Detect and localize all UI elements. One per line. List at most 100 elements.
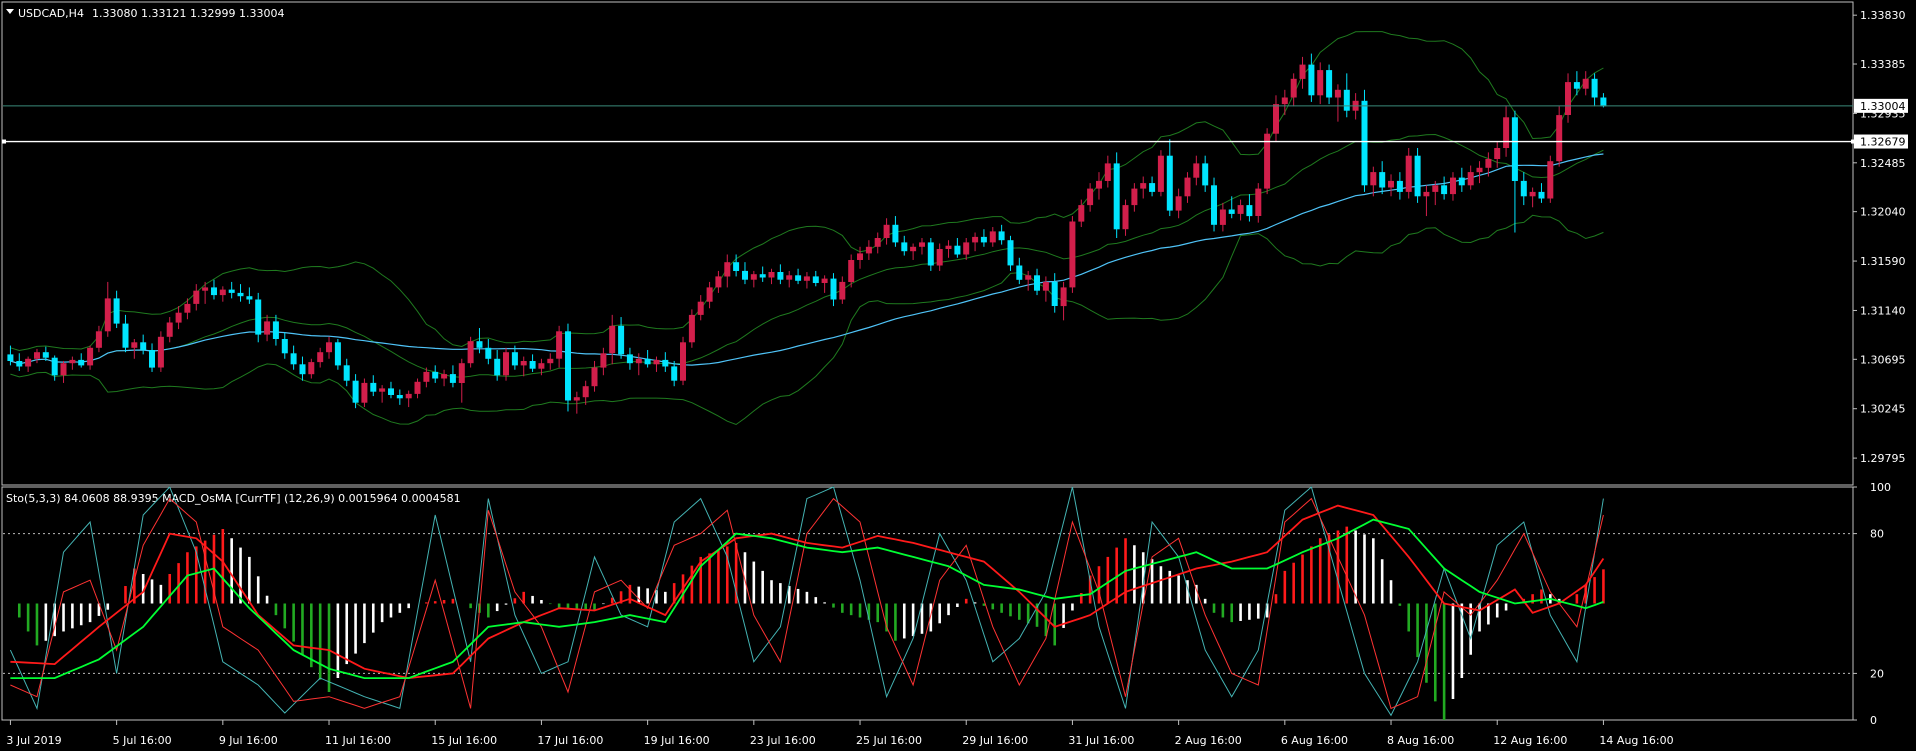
- candle[interactable]: [184, 298, 191, 320]
- candle[interactable]: [485, 339, 492, 365]
- candle[interactable]: [1538, 183, 1545, 203]
- candle[interactable]: [715, 270, 722, 293]
- candle[interactable]: [1025, 270, 1032, 291]
- candle[interactable]: [458, 358, 465, 403]
- candle[interactable]: [175, 306, 182, 330]
- candle[interactable]: [538, 358, 545, 376]
- candle[interactable]: [786, 270, 793, 288]
- candle[interactable]: [317, 347, 324, 368]
- candle[interactable]: [1264, 128, 1271, 195]
- candle[interactable]: [290, 345, 297, 370]
- candle[interactable]: [1273, 95, 1279, 142]
- candle[interactable]: [980, 229, 987, 247]
- candles[interactable]: [7, 53, 1607, 414]
- candle[interactable]: [104, 281, 111, 337]
- candle[interactable]: [591, 360, 598, 392]
- candle[interactable]: [874, 232, 881, 254]
- candle[interactable]: [671, 360, 678, 387]
- candle[interactable]: [680, 336, 686, 386]
- candle[interactable]: [370, 375, 377, 397]
- candle[interactable]: [1432, 180, 1439, 206]
- candle[interactable]: [1255, 183, 1262, 223]
- candle[interactable]: [1565, 73, 1571, 123]
- candle[interactable]: [343, 358, 350, 387]
- candle[interactable]: [299, 356, 306, 381]
- candle[interactable]: [1334, 84, 1341, 122]
- candle[interactable]: [237, 284, 244, 302]
- candle[interactable]: [1175, 188, 1182, 219]
- candle[interactable]: [34, 348, 40, 364]
- candle[interactable]: [1458, 167, 1465, 192]
- candle[interactable]: [1476, 161, 1483, 184]
- candle[interactable]: [1299, 56, 1306, 89]
- candle[interactable]: [1246, 194, 1253, 222]
- candle[interactable]: [1193, 155, 1200, 186]
- level-line-handle-left[interactable]: [2, 139, 6, 144]
- candle[interactable]: [1556, 106, 1563, 167]
- candle[interactable]: [87, 345, 94, 370]
- candle[interactable]: [1485, 152, 1492, 177]
- candle[interactable]: [1503, 106, 1510, 157]
- candle[interactable]: [51, 355, 58, 381]
- candle[interactable]: [1140, 176, 1147, 199]
- candle[interactable]: [1007, 235, 1014, 271]
- candle[interactable]: [264, 314, 271, 342]
- candle[interactable]: [724, 254, 731, 288]
- candle[interactable]: [1582, 71, 1589, 96]
- oscillator-pane[interactable]: Sto(5,3,3) 84.0608 88.9395 MACD_OsMA [Cu…: [1, 481, 1891, 727]
- candle[interactable]: [750, 270, 757, 288]
- candle[interactable]: [1388, 174, 1394, 197]
- candle[interactable]: [618, 317, 625, 359]
- candle[interactable]: [963, 238, 970, 260]
- candle[interactable]: [1087, 183, 1094, 212]
- candle[interactable]: [405, 390, 412, 408]
- candle[interactable]: [520, 356, 527, 377]
- candle[interactable]: [1494, 141, 1501, 168]
- candle[interactable]: [1370, 166, 1377, 197]
- candle[interactable]: [228, 281, 235, 299]
- candle[interactable]: [1149, 176, 1156, 197]
- candle[interactable]: [467, 336, 474, 368]
- candle[interactable]: [1441, 176, 1448, 200]
- candle[interactable]: [927, 238, 934, 271]
- candle[interactable]: [334, 339, 341, 370]
- candle[interactable]: [1600, 93, 1607, 108]
- candle[interactable]: [16, 353, 23, 371]
- candle[interactable]: [60, 360, 67, 383]
- candle[interactable]: [157, 331, 164, 372]
- candle[interactable]: [414, 378, 421, 399]
- candle[interactable]: [281, 332, 288, 359]
- candle[interactable]: [1104, 155, 1111, 188]
- candle[interactable]: [910, 243, 917, 260]
- candle[interactable]: [7, 345, 14, 366]
- candle[interactable]: [511, 345, 518, 370]
- candle[interactable]: [42, 346, 49, 361]
- candle[interactable]: [573, 391, 580, 414]
- candle[interactable]: [901, 235, 908, 256]
- candle[interactable]: [839, 276, 846, 304]
- candle[interactable]: [1060, 281, 1067, 321]
- candle[interactable]: [821, 275, 828, 293]
- candle[interactable]: [883, 218, 890, 245]
- candle[interactable]: [662, 352, 669, 372]
- candle[interactable]: [742, 262, 748, 285]
- candle[interactable]: [989, 227, 996, 247]
- candle[interactable]: [1317, 62, 1324, 105]
- candle[interactable]: [1414, 147, 1421, 203]
- candle[interactable]: [78, 353, 85, 368]
- candle[interactable]: [1051, 273, 1058, 313]
- candle[interactable]: [1131, 183, 1138, 212]
- candle[interactable]: [193, 284, 200, 311]
- candle[interactable]: [759, 266, 766, 282]
- candle[interactable]: [441, 369, 448, 387]
- candle[interactable]: [95, 325, 102, 353]
- candle[interactable]: [688, 309, 695, 348]
- candle[interactable]: [865, 240, 872, 260]
- candle[interactable]: [1290, 73, 1297, 107]
- candle[interactable]: [1042, 276, 1049, 302]
- candle[interactable]: [1379, 161, 1386, 195]
- candle[interactable]: [1122, 199, 1129, 236]
- candle[interactable]: [352, 374, 359, 409]
- candle[interactable]: [919, 238, 925, 255]
